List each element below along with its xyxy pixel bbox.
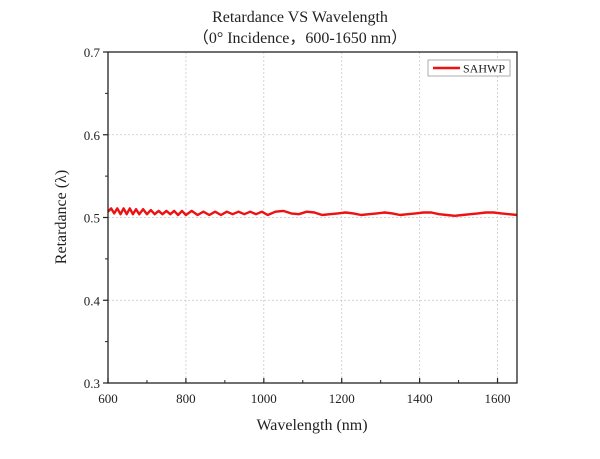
series-line-sahwp <box>107 207 518 218</box>
x-axis-label: Wavelength (nm) <box>256 417 367 434</box>
y-axis-ticks: 0.3 0.4 0.5 0.6 0.7 <box>84 45 108 391</box>
x-tick-label: 1600 <box>485 391 511 406</box>
legend: SAHWP <box>427 59 511 77</box>
x-axis-ticks: 600 800 1000 1200 1400 1600 <box>98 378 511 406</box>
y-tick-label: 0.5 <box>84 211 100 226</box>
x-tick-label: 1000 <box>251 391 277 406</box>
y-tick-label: 0.6 <box>84 128 101 143</box>
series-layer <box>107 207 518 218</box>
legend-box <box>427 59 511 77</box>
y-axis-label: Retardance (λ) <box>53 170 70 264</box>
y-tick-label: 0.7 <box>84 45 101 60</box>
legend-label-sahwp: SAHWP <box>463 62 505 76</box>
y-tick-label: 0.4 <box>84 293 101 308</box>
x-tick-label: 1200 <box>329 391 355 406</box>
x-tick-label: 1400 <box>407 391 433 406</box>
grid-lines <box>108 52 517 383</box>
chart-subtitle: （0° Incidence，600-1650 nm） <box>193 29 407 47</box>
chart-title: Retardance VS Wavelength <box>212 9 388 26</box>
y-tick-label: 0.3 <box>84 376 100 391</box>
x-tick-label: 600 <box>98 391 118 406</box>
x-tick-label: 800 <box>176 391 196 406</box>
